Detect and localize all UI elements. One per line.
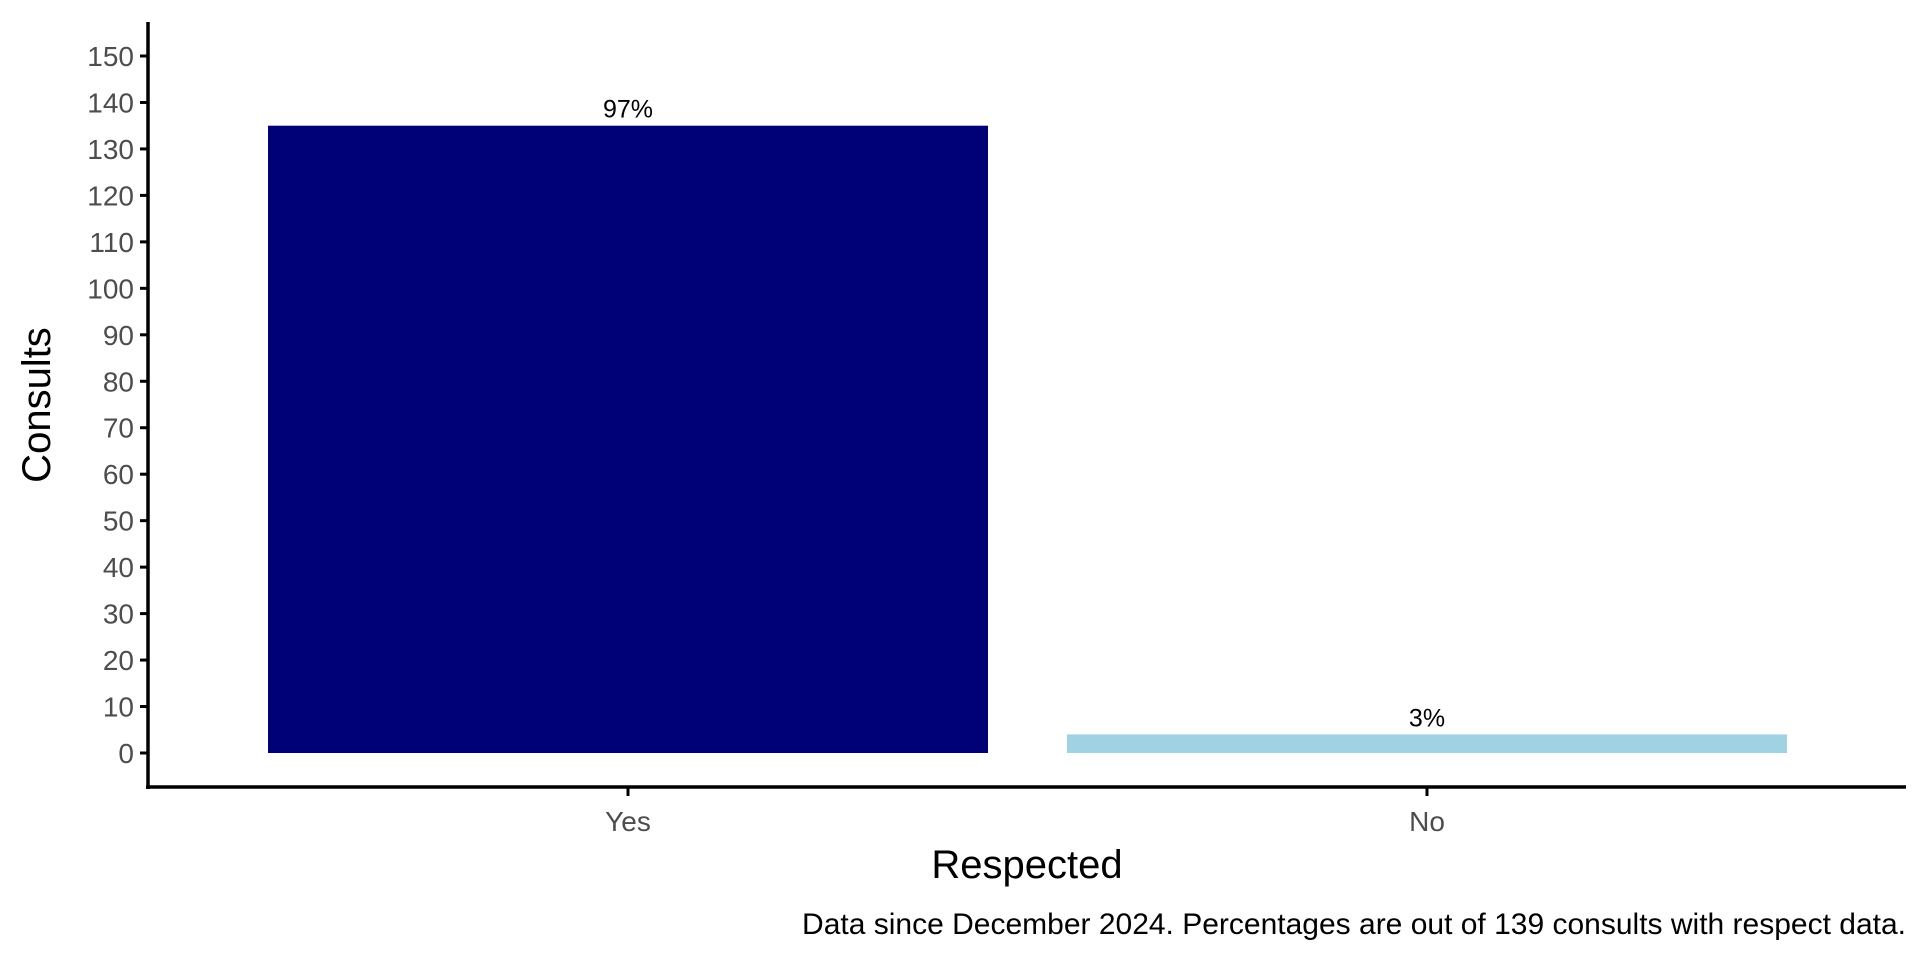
bar-no	[1067, 734, 1787, 753]
y-tick-label: 140	[87, 87, 134, 118]
chart-caption: Data since December 2024. Percentages ar…	[802, 908, 1906, 941]
y-axis: 0 10 20 30 40 50 60 70 80 90 100 110 120 130 140 150	[87, 22, 150, 789]
y-tick-label: 120	[87, 180, 134, 211]
y-tick-label: 0	[118, 738, 134, 769]
x-tick-label: No	[1409, 806, 1445, 837]
y-tick-label: 90	[103, 320, 134, 351]
y-tick-label: 30	[103, 599, 134, 630]
x-axis-title: Respected	[931, 843, 1122, 887]
y-tick-label: 100	[87, 273, 134, 304]
y-axis-title: Consults	[15, 327, 59, 483]
y-tick-label: 80	[103, 366, 134, 397]
bars	[268, 125, 1787, 753]
bar-yes	[268, 125, 988, 753]
y-tick-label: 20	[103, 645, 134, 676]
y-tick-label: 150	[87, 41, 134, 72]
x-axis: Yes No	[146, 785, 1906, 837]
y-tick-label: 110	[89, 227, 134, 258]
x-tick-label: Yes	[605, 806, 651, 837]
y-tick-label: 70	[103, 413, 134, 444]
y-tick-label: 60	[103, 459, 134, 490]
bar-data-label: 97%	[603, 96, 653, 124]
y-tick-label: 50	[103, 506, 134, 537]
data-labels: 97% 3%	[603, 96, 1445, 733]
bar-data-label: 3%	[1409, 704, 1445, 732]
y-tick-label: 130	[87, 134, 134, 165]
y-tick-label: 40	[103, 552, 134, 583]
y-tick-label: 10	[103, 692, 134, 723]
